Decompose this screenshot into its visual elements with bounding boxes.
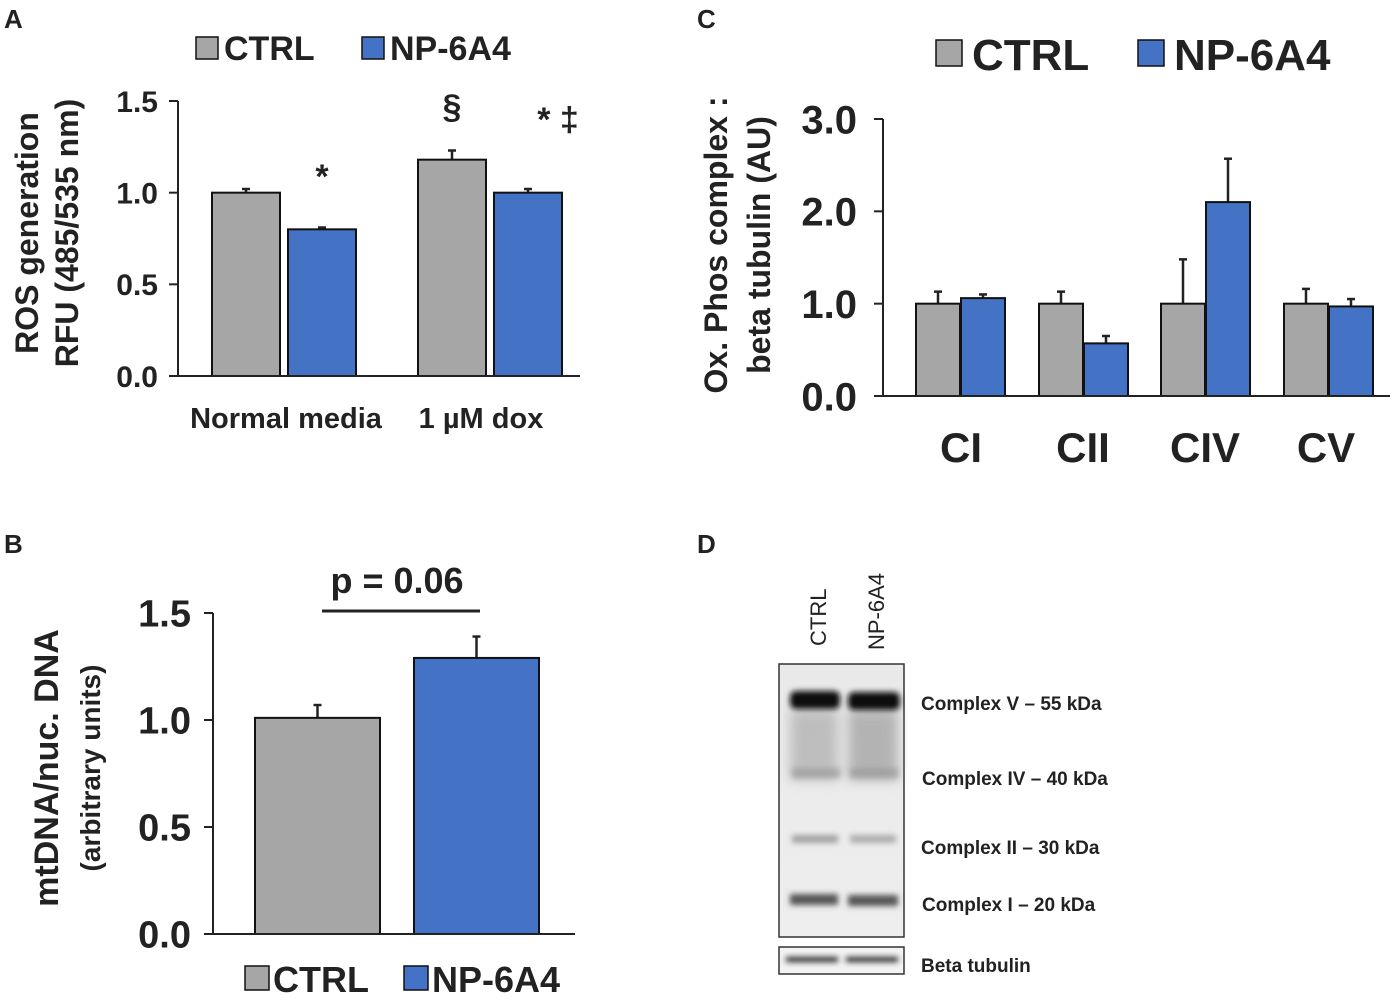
band-label-complex-i: Complex I – 20 kDa <box>922 895 1096 916</box>
panel-c: C CTRL NP-6A4 Ox. Phos complex : beta tu… <box>697 4 1390 471</box>
C-bar-np6a4-cii <box>1083 342 1129 397</box>
panel-a-legend: CTRL NP-6A4 <box>195 30 511 68</box>
C-x-tick-label: CV <box>1297 424 1355 471</box>
C-y-tick-label: 0.0 <box>801 375 857 419</box>
panel-a-bars <box>211 149 563 377</box>
band-complex-i-np6a4 <box>848 895 898 906</box>
panel-c-x-labels: CI CII CIV CV <box>940 424 1355 471</box>
panel-c-bars <box>915 157 1374 398</box>
C-x-tick-label: CII <box>1056 424 1110 471</box>
panel-d: D CTRL NP-6A4 Complex V – 55 kDa <box>697 529 1108 977</box>
A-bar-ctrl-0 <box>211 191 281 377</box>
band-complex-v-np6a4 <box>848 692 900 710</box>
A-significance-marker: * <box>315 158 329 196</box>
panel-c-label: C <box>697 4 716 34</box>
A-bar-np6a4-0 <box>287 228 357 377</box>
B-y-tick-label: 1.5 <box>138 594 191 636</box>
panel-c-ylabel: Ox. Phos complex : <box>698 97 734 394</box>
significance-label: p = 0.06 <box>330 560 463 601</box>
A-significance-marker: § <box>443 88 462 126</box>
B-y-tick-label: 0.5 <box>138 808 191 850</box>
legend-label-np6a4: NP-6A4 <box>432 959 560 1000</box>
panel-a-label: A <box>4 4 23 34</box>
panel-b-bars <box>254 635 540 935</box>
legend-label-ctrl: CTRL <box>273 959 369 1000</box>
panel-c-y-ticks: 0.0 1.0 2.0 3.0 <box>801 98 857 419</box>
legend-label-np6a4: NP-6A4 <box>390 30 511 68</box>
A-y-tick-label: 0.0 <box>116 361 158 394</box>
loading-control-image <box>778 946 905 975</box>
legend-swatch-ctrl <box>195 36 219 60</box>
lane-label-ctrl: CTRL <box>806 589 831 646</box>
panel-a: A CTRL NP-6A4 ROS generation RFU (485/53… <box>4 4 580 435</box>
C-y-tick-label: 3.0 <box>801 98 857 142</box>
band-complex-i-ctrl <box>790 894 838 905</box>
panel-b-ylabel: mtDNA/nuc. DNA <box>28 629 66 907</box>
band-label-complex-iv: Complex IV – 40 kDa <box>922 769 1108 790</box>
C-bar-ctrl-cv <box>1283 302 1329 397</box>
C-bar-ctrl-civ <box>1160 302 1206 397</box>
panel-b: B mtDNA/nuc. DNA (arbitrary units) 0.00.… <box>4 529 575 1000</box>
B-y-tick-label: 1.0 <box>138 701 191 743</box>
A-y-tick-label: 1.5 <box>116 86 158 119</box>
legend-swatch-ctrl <box>935 39 963 67</box>
legend-swatch-ctrl <box>244 965 270 991</box>
panel-a-ylabel-units: RFU (485/535 nm) <box>49 99 85 368</box>
band-label-complex-v: Complex V – 55 kDa <box>921 694 1102 715</box>
band-beta-tubulin-ctrl <box>786 957 838 962</box>
panel-d-label: D <box>697 529 716 559</box>
legend-label-np6a4: NP-6A4 <box>1174 31 1331 80</box>
panel-a-annotations: * § * ‡ <box>315 88 578 196</box>
C-x-tick-label: CIV <box>1170 424 1240 471</box>
panel-c-legend: CTRL NP-6A4 <box>935 31 1331 80</box>
panel-b-axes <box>204 612 575 935</box>
legend-label-ctrl: CTRL <box>224 30 315 68</box>
band-label-complex-ii: Complex II – 30 kDa <box>921 838 1100 859</box>
C-bar-ctrl-cii <box>1038 302 1084 397</box>
C-bar-np6a4-civ <box>1205 201 1251 397</box>
panel-b-legend: CTRL NP-6A4 <box>244 959 560 1000</box>
panel-c-ylabel-units: beta tubulin (AU) <box>741 116 777 374</box>
A-significance-marker: * ‡ <box>537 101 579 139</box>
C-bar-np6a4-ci <box>960 297 1006 398</box>
C-x-tick-label: CI <box>940 424 982 471</box>
legend-swatch-np6a4 <box>403 965 429 991</box>
blot-image <box>778 663 905 938</box>
A-y-tick-label: 0.5 <box>116 269 158 302</box>
B-bar-np6a4 <box>413 656 540 935</box>
panel-b-y-ticks: 0.0 0.5 1.0 1.5 <box>138 594 191 957</box>
legend-label-ctrl: CTRL <box>972 31 1089 80</box>
A-y-tick-label: 1.0 <box>116 177 158 210</box>
C-bar-ctrl-ci <box>915 302 961 397</box>
A-bar-ctrl-1 <box>417 158 487 377</box>
B-y-tick-label: 0.0 <box>138 915 191 957</box>
C-y-tick-label: 1.0 <box>801 283 857 327</box>
lane-label-np6a4: NP-6A4 <box>864 573 889 650</box>
panel-b-label: B <box>4 529 23 559</box>
B-bar-ctrl <box>254 716 381 935</box>
panel-c-axes <box>874 118 1390 397</box>
panel-a-y-ticks: 0.0 0.5 1.0 1.5 <box>116 86 158 394</box>
band-complex-iv-ctrl <box>792 768 840 778</box>
panel-a-axes <box>169 100 580 377</box>
band-complex-ii-ctrl <box>792 835 838 843</box>
loading-control-label: Beta tubulin <box>921 956 1031 977</box>
legend-swatch-np6a4 <box>1137 39 1165 67</box>
legend-swatch-np6a4 <box>361 36 385 60</box>
band-complex-v-ctrl <box>790 691 840 709</box>
A-bar-np6a4-1 <box>493 191 563 377</box>
band-complex-ii-np6a4 <box>850 835 896 843</box>
panel-b-ylabel-units: (arbitrary units) <box>75 665 106 872</box>
A-x-tick-label: 1 µM dox <box>419 403 544 435</box>
band-complex-iv-np6a4 <box>850 768 898 778</box>
C-bar-np6a4-cv <box>1328 305 1374 398</box>
panel-a-x-labels: Normal media 1 µM dox <box>190 403 543 435</box>
panel-a-ylabel: ROS generation <box>9 112 45 354</box>
C-y-tick-label: 2.0 <box>801 191 857 235</box>
band-beta-tubulin-np6a4 <box>846 957 898 962</box>
A-x-tick-label: Normal media <box>190 403 383 435</box>
